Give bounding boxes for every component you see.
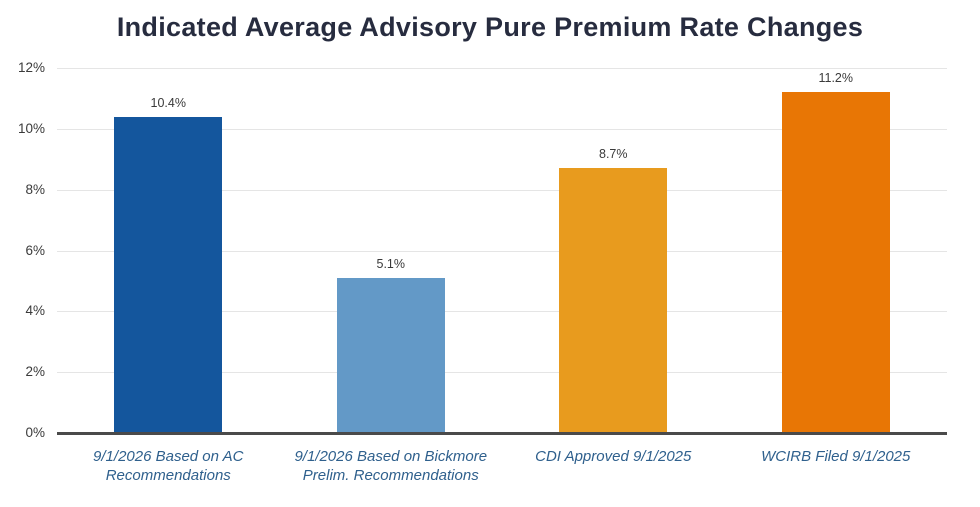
bar-4 [781, 92, 890, 433]
y-tick-label-8pct: 8% [25, 181, 45, 197]
y-tick-label-6pct: 6% [25, 242, 45, 258]
bar-1 [114, 116, 223, 433]
x-axis-line [57, 432, 947, 435]
y-tick-label-10pct: 10% [17, 120, 45, 136]
bar-2 [336, 277, 445, 433]
x-category-label-3: CDI Approved 9/1/2025 [535, 448, 692, 465]
bar-value-label-1: 10.4% [150, 95, 186, 110]
x-category-label-4: WCIRB Filed 9/1/2025 [761, 448, 911, 465]
bar-value-label-2: 5.1% [376, 256, 406, 271]
gridline-8pct [57, 189, 947, 191]
gridline-12pct [57, 68, 947, 69]
plot-area: 10.4% 5.1% 8.7% 11.2% [57, 68, 947, 435]
y-tick-label-2pct: 2% [25, 364, 45, 380]
bar-value-label-3: 8.7% [599, 147, 628, 162]
y-tick-label-4pct: 4% [25, 303, 45, 319]
chart-title: Indicated Average Advisory Pure Premium … [116, 12, 864, 42]
y-tick-label-12pct: 12% [17, 60, 45, 75]
y-tick-label-0pct: 0% [25, 425, 45, 440]
bar-3 [559, 168, 668, 433]
x-category-label-2: 9/1/2026 Based on Bickmore Prelim. Recom… [294, 448, 488, 484]
gridline-4pct [57, 311, 947, 313]
bar-value-label-4: 11.2% [818, 71, 853, 86]
gridline-6pct [57, 250, 947, 252]
gridline-10pct [57, 128, 947, 130]
gridline-2pct [57, 372, 947, 374]
x-category-label-1: 9/1/2026 Based on AC Recommendations [93, 448, 244, 484]
